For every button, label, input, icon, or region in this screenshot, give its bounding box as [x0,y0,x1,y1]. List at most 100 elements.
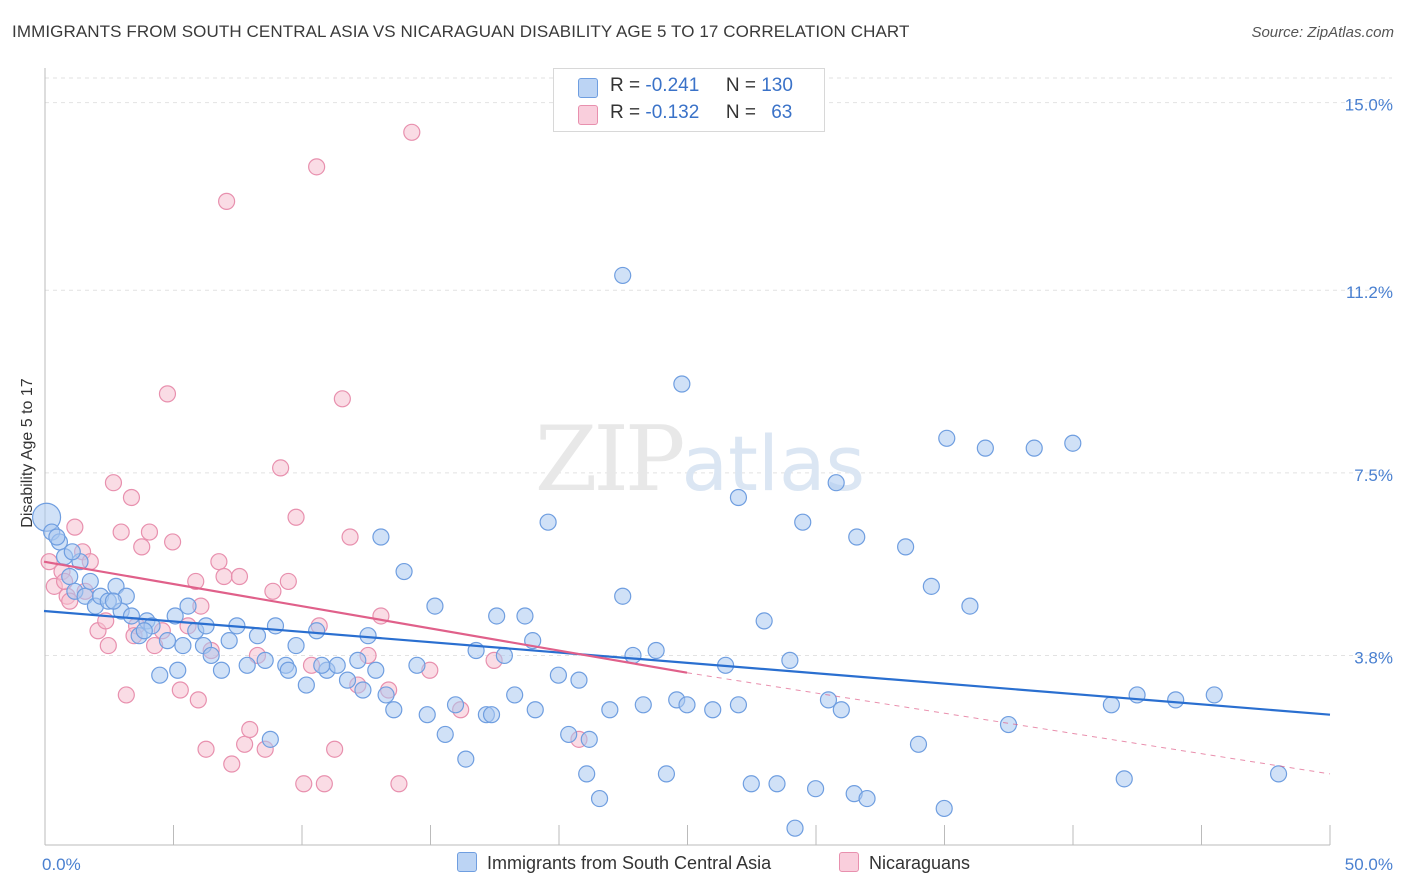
south-central-asia-point [238,656,256,674]
south-central-asia-point [220,632,238,650]
south-central-asia-point [104,592,123,610]
south-central-asia-point [457,750,475,768]
south-central-asia-point [1064,434,1082,452]
south-central-asia-point [308,622,326,640]
south-central-asia-point [819,691,838,709]
south-central-asia-point [634,696,652,714]
south-central-asia-point [202,646,220,665]
y-tick-label: 7.5% [1354,466,1393,485]
south-central-asia-point [516,607,534,625]
south-central-asia-point [526,701,544,719]
south-central-asia-point [601,701,619,719]
south-central-asia-point [385,701,403,719]
south-central-asia-point [909,735,928,753]
south-central-asia-point [729,696,748,714]
south-central-asia-point [786,819,804,837]
gridlines [45,77,1392,656]
nicaraguan-point [223,755,241,773]
nicaraguans-points [40,123,588,793]
south-central-asia-point [961,597,979,615]
source-label: Source: ZipAtlas.com [1251,24,1394,41]
south-central-asia-point [647,641,665,660]
axes [44,68,1331,846]
south-central-asia-point [794,513,812,531]
trendline-pink-extension [686,672,1331,775]
south-central-asia-point [976,439,994,457]
nicaraguan-point [133,538,151,556]
south-central-asia-point [624,646,642,665]
nicaraguan-point [218,192,236,210]
south-central-asia-point [436,725,454,744]
south-central-asia-point [580,730,598,748]
pink-swatch [578,105,598,125]
nicaraguan-point [241,720,259,739]
nicaraguan-point [326,740,344,758]
legend-n-label: N = [725,102,756,123]
legend-n-value-pink: 63 [771,102,793,123]
south-central-asia-point [673,375,691,393]
south-central-asia-point [395,562,413,581]
south-central-asia-point [935,799,953,818]
south-central-asia-point [261,730,279,748]
nicaraguan-point [158,385,177,403]
south-central-asia-point [338,671,357,689]
nicaraguan-point [287,508,305,526]
south-central-asia-point [135,622,153,640]
nicaraguan-point [341,528,359,546]
south-central-asia-point [539,513,557,531]
bottom-legend-label-blue: Immigrants from South Central Asia [487,853,772,873]
south-central-asia-point [63,543,81,561]
south-central-asia-point [578,765,596,783]
south-central-asia-point [377,686,395,704]
nicaraguan-point [189,691,207,709]
south-central-asia-point [313,656,331,674]
nicaraguan-point [171,681,189,699]
south-central-asia-point [614,266,632,285]
nicaraguan-point [99,636,117,655]
nicaraguan-point [295,775,313,793]
south-central-asia-point [614,587,632,605]
legend-r-value-blue: -0.241 [645,75,700,96]
south-central-asia-point [1025,439,1043,457]
blue-swatch [578,78,598,98]
south-central-asia-point [179,597,197,615]
watermark: ZIPatlas [535,407,865,512]
south-central-asia-point [61,567,79,586]
south-central-asia-point [287,636,305,655]
south-central-asia-point [372,528,390,546]
south-central-asia-point [506,686,524,704]
blue-swatch [457,852,477,872]
south-central-asia-point [297,676,315,694]
south-central-asia-point [897,538,915,556]
nicaraguan-point [210,553,228,571]
nicaraguan-point [140,523,159,541]
south-central-asia-point [858,789,876,808]
south-central-asia-point [212,661,231,679]
south-central-asia-point [781,651,799,669]
south-central-asia-points [31,266,1288,837]
legend: R = -0.241 N = 130 R = -0.132 N = 63 [553,68,825,132]
south-central-asia-point [806,780,825,798]
south-central-asia-point [848,528,866,546]
south-central-asia-point [158,632,177,650]
pink-swatch [839,852,859,872]
south-central-asia-point [446,696,465,714]
south-central-asia-point [166,607,184,625]
south-central-asia-point [248,627,267,645]
y-tick-label: 11.2% [1346,283,1393,302]
south-central-asia-point [349,651,367,669]
nicaraguan-point [122,488,141,507]
south-central-asia-point [266,617,285,635]
bottom-legend-label-pink: Nicaraguans [869,853,971,873]
south-central-asia-point [1269,765,1288,783]
nicaraguan-point [264,582,282,600]
legend-r-label: R = [610,102,641,123]
south-central-asia-point [704,701,722,719]
south-central-asia-point [590,789,609,808]
south-central-asia-point [408,656,426,674]
south-central-asia-point [279,661,297,679]
trendline-pink [43,560,688,674]
south-central-asia-point [768,775,786,793]
nicaraguan-point [315,775,333,793]
